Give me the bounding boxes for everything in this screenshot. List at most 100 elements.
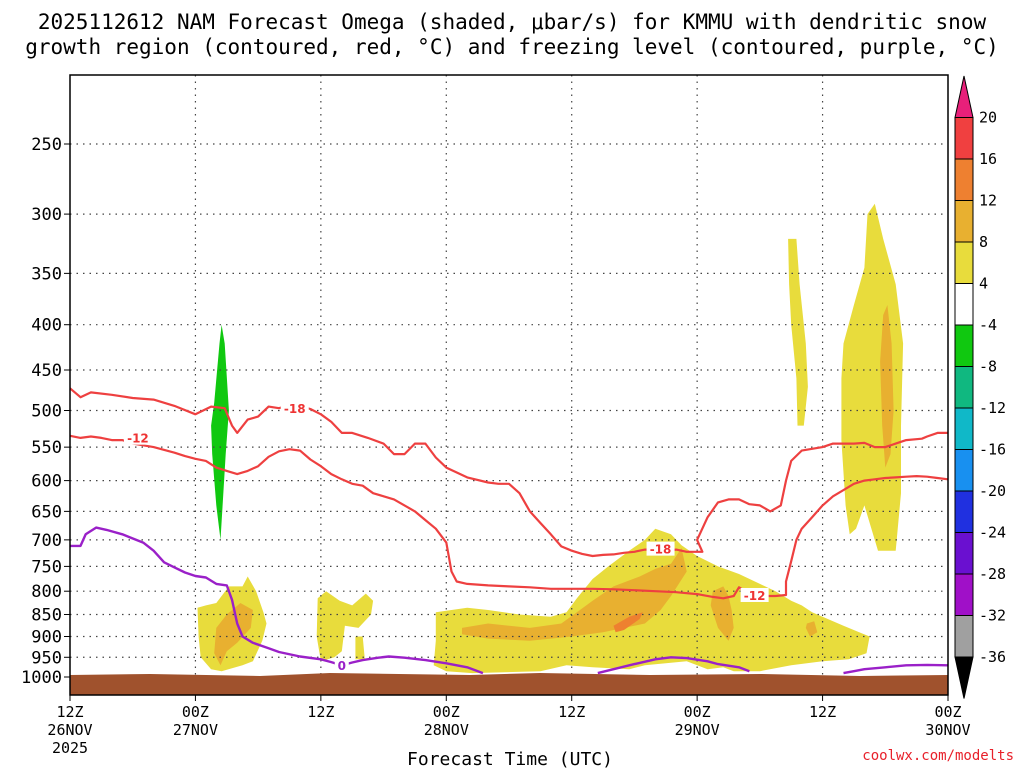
xtick-label-7-2: 30NOV xyxy=(925,721,970,739)
colorbar-label-0: 20 xyxy=(979,109,997,127)
colorbar-box-12 xyxy=(954,615,974,658)
xtick-label-1-2: 27NOV xyxy=(173,721,218,739)
colorbar-box-6 xyxy=(954,366,974,409)
terrain-ground xyxy=(70,677,948,695)
xtick-label-5-1: 00Z xyxy=(684,703,711,721)
ytick-label-800: 800 xyxy=(31,582,62,602)
xtick-label-4-1: 12Z xyxy=(558,703,585,721)
plot-area: -18 -12 -18 -12 0 xyxy=(69,74,949,696)
ytick-label-450: 450 xyxy=(31,361,62,381)
red-contour-label-bg-1 xyxy=(123,430,152,445)
ytick-label-850: 850 xyxy=(31,606,62,626)
freezing-contour-0 xyxy=(70,526,484,675)
red-contour-label-bg-0 xyxy=(280,400,309,415)
xtick-label-3-2: 28NOV xyxy=(424,721,469,739)
colorbar-label-9: -20 xyxy=(979,482,1006,500)
colorbar-label-8: -16 xyxy=(979,441,1006,459)
plot-background xyxy=(70,75,948,695)
colorbar-box-0 xyxy=(954,117,974,160)
colorbar-label-5: -4 xyxy=(979,316,997,334)
colorbar-box-9 xyxy=(954,490,974,533)
xtick-label-0-2: 26NOV xyxy=(47,721,92,739)
ytick-label-1000: 1000 xyxy=(21,668,62,688)
chart-title-line1: 2025112612 NAM Forecast Omega (shaded, μ… xyxy=(38,10,987,34)
xtick-label-2-1: 12Z xyxy=(307,703,334,721)
xtick-label-0-3: 2025 xyxy=(52,739,88,757)
colorbar-label-11: -28 xyxy=(979,565,1006,583)
colorbar-box-7 xyxy=(954,407,974,450)
ytick-label-300: 300 xyxy=(31,205,62,225)
chart-title-line2: growth region (contoured, red, °C) and f… xyxy=(25,35,999,59)
ytick-label-950: 950 xyxy=(31,648,62,668)
omega-region-12-12 xyxy=(613,612,643,633)
ytick-label-350: 350 xyxy=(31,264,62,284)
ytick-label-400: 400 xyxy=(31,316,62,336)
omega-region-8-7 xyxy=(214,603,253,666)
red-contour-label-0: -18 xyxy=(284,402,306,416)
colorbar-box-1 xyxy=(954,158,974,201)
colorbar-box-2 xyxy=(954,200,974,243)
colorbar-label-7: -12 xyxy=(979,399,1006,417)
red-contour--18 xyxy=(69,387,948,558)
colorbar-label-10: -24 xyxy=(979,524,1006,542)
colorbar-label-2: 12 xyxy=(979,192,997,210)
ytick-label-900: 900 xyxy=(31,627,62,647)
red-contour-label-extra-1: -12 xyxy=(744,589,766,603)
xtick-label-1-1: 00Z xyxy=(182,703,209,721)
colorbar-box-11 xyxy=(954,573,974,616)
omega-region-4-3 xyxy=(355,636,365,660)
omega-region-8-9 xyxy=(710,586,734,641)
terrain-ground-top xyxy=(70,673,948,677)
freezing-level-contours: 0 xyxy=(70,526,949,675)
colorbar-box-10 xyxy=(954,532,974,575)
freezing-contour-label-bg-0 xyxy=(334,658,349,673)
omega-region--8-0 xyxy=(211,324,229,540)
colorbar-top-triangle xyxy=(954,75,974,118)
omega-region-8-10 xyxy=(880,305,894,468)
freezing-contour-label-0: 0 xyxy=(338,659,346,673)
omega-region-4-5 xyxy=(788,238,808,426)
credit-text: coolwx.com/modelts xyxy=(862,748,1014,764)
omega-shading xyxy=(197,203,904,674)
colorbar-box-3 xyxy=(954,241,974,284)
colorbar-label-1: 16 xyxy=(979,150,997,168)
omega-region-4-2 xyxy=(316,591,374,662)
colorbar-label-13: -36 xyxy=(979,648,1006,666)
omega-region-4-6 xyxy=(841,203,904,551)
xtick-label-0-1: 12Z xyxy=(56,703,83,721)
colorbar-box-8 xyxy=(954,449,974,492)
omega-region-8-11 xyxy=(805,621,818,637)
red-contour-label-bg-extra-0 xyxy=(646,541,675,556)
plot-frame xyxy=(69,74,949,696)
red-contour-label-extra-0: -18 xyxy=(650,543,672,557)
ytick-label-550: 550 xyxy=(31,438,62,458)
colorbar-label-12: -32 xyxy=(979,607,1006,625)
ytick-label-650: 650 xyxy=(31,502,62,522)
xtick-label-6-1: 12Z xyxy=(809,703,836,721)
colorbar: 20 16 12 8 4 -4 -8 -12 -16 -20 -24 -28 -32 -36 xyxy=(954,75,1006,699)
red-contour-label-1: -12 xyxy=(127,432,149,446)
colorbar-box-5 xyxy=(954,324,974,367)
xtick-label-7-1: 00Z xyxy=(934,703,961,721)
ytick-label-500: 500 xyxy=(31,402,62,422)
dendritic-growth-contours: -18 -12 -18 -12 xyxy=(69,387,949,603)
freezing-contour-1 xyxy=(597,656,750,675)
ytick-label-750: 750 xyxy=(31,557,62,577)
red-contour--12 xyxy=(69,434,949,600)
colorbar-bottom-triangle xyxy=(954,656,974,699)
xtick-label-3-1: 00Z xyxy=(433,703,460,721)
colorbar-label-3: 8 xyxy=(979,233,988,251)
colorbar-box-4 xyxy=(954,283,974,326)
x-axis-label: Forecast Time (UTC) xyxy=(407,749,613,768)
y-axis-ticks: 2503003504004505005506006507007508008509… xyxy=(21,135,70,688)
ytick-label-700: 700 xyxy=(31,531,62,551)
ytick-label-600: 600 xyxy=(31,472,62,492)
red-contour-label-bg-extra-1 xyxy=(740,587,769,602)
ytick-label-250: 250 xyxy=(31,135,62,155)
freezing-contour-2 xyxy=(843,663,949,675)
xtick-label-5-2: 29NOV xyxy=(675,721,720,739)
colorbar-label-6: -8 xyxy=(979,358,997,376)
colorbar-label-4: 4 xyxy=(979,275,988,293)
